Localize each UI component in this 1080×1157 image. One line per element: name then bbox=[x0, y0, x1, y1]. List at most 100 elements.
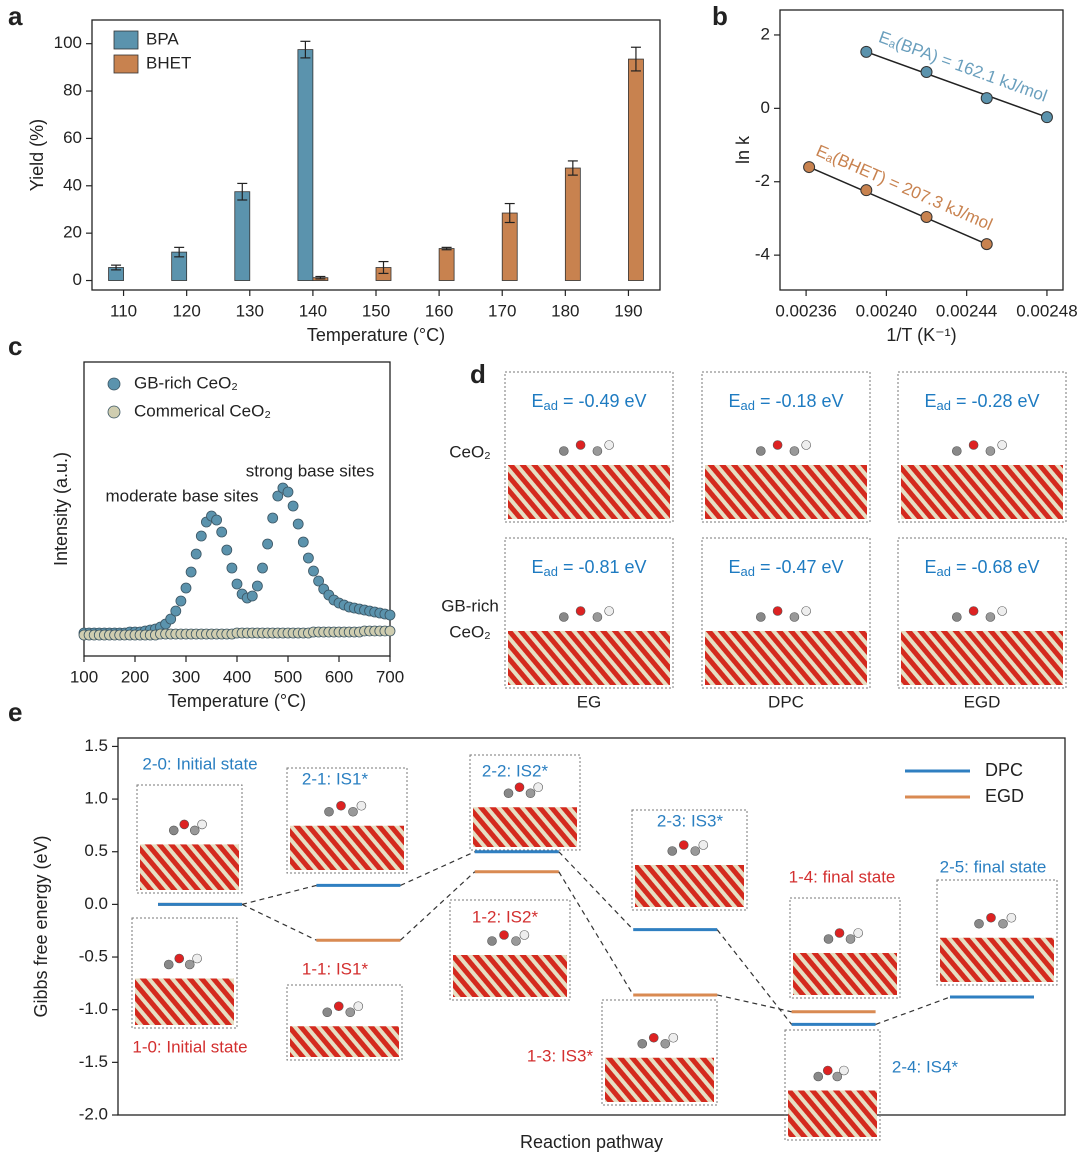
cell-box bbox=[469, 754, 581, 851]
point bbox=[231, 578, 243, 590]
x-tick-label: 170 bbox=[488, 301, 516, 320]
atom bbox=[690, 846, 701, 856]
cell-box bbox=[789, 897, 901, 999]
point bbox=[920, 66, 933, 79]
structure-image bbox=[449, 899, 571, 1001]
slab bbox=[793, 953, 897, 995]
atom bbox=[592, 446, 603, 456]
atom bbox=[823, 934, 834, 944]
legend-swatch bbox=[113, 30, 139, 50]
y-tick-label: 20 bbox=[63, 223, 82, 242]
atom bbox=[985, 612, 996, 622]
bar bbox=[297, 49, 314, 281]
state-label: 1-3: IS3* bbox=[527, 1046, 594, 1065]
x-tick-label: 200 bbox=[121, 667, 149, 686]
connector bbox=[875, 996, 951, 1025]
point bbox=[920, 210, 933, 223]
state-label: 2-5: final state bbox=[940, 857, 1047, 876]
atom bbox=[519, 930, 530, 940]
state-label: 1-1: IS1* bbox=[302, 959, 369, 978]
y-axis-title: ln k bbox=[733, 135, 753, 164]
adsorption-energy: Ead = -0.28 eV bbox=[925, 391, 1040, 414]
atom bbox=[998, 918, 1008, 929]
slab bbox=[290, 825, 404, 870]
state-label: 2-2: IS2* bbox=[482, 761, 549, 780]
atom bbox=[163, 959, 174, 970]
atom bbox=[853, 928, 864, 938]
column-label: EGD bbox=[964, 692, 1001, 711]
structure-image bbox=[286, 767, 408, 874]
atom bbox=[575, 606, 586, 616]
adsorption-energy-part: = -0.81 eV bbox=[558, 557, 647, 577]
structure-image bbox=[897, 537, 1067, 689]
x-tick-label: 0.00248 bbox=[1016, 301, 1077, 320]
atom bbox=[660, 1038, 671, 1049]
y-tick-label: -1.5 bbox=[79, 1052, 108, 1071]
x-tick-label: 160 bbox=[425, 301, 453, 320]
y-tick-label: 80 bbox=[63, 81, 82, 100]
panel-label: e bbox=[8, 697, 22, 727]
structure-image bbox=[936, 879, 1058, 986]
atom bbox=[184, 959, 195, 970]
slab bbox=[508, 631, 670, 685]
atom bbox=[348, 806, 358, 817]
point bbox=[216, 526, 228, 538]
x-axis-title: 1/T (K⁻¹) bbox=[886, 325, 956, 345]
adsorption-energy-part: ad bbox=[937, 564, 951, 579]
row-label: CeO₂ bbox=[449, 622, 491, 641]
adsorption-energy: Ead = -0.49 eV bbox=[532, 391, 647, 414]
point bbox=[190, 548, 202, 560]
slab bbox=[135, 978, 234, 1025]
atom bbox=[487, 936, 497, 946]
adsorption-energy-part: ad bbox=[741, 398, 755, 413]
structure-image bbox=[504, 537, 674, 689]
atom bbox=[514, 782, 525, 793]
row-label: CeO₂ bbox=[449, 442, 491, 461]
point bbox=[860, 184, 873, 197]
x-tick-label: 0.00236 bbox=[775, 301, 836, 320]
fit-line bbox=[866, 51, 1048, 118]
adsorption-energy-part: = -0.47 eV bbox=[755, 557, 844, 577]
atom bbox=[834, 928, 845, 938]
y-tick-label: 0.5 bbox=[84, 841, 108, 860]
adsorption-energy: Ead = -0.47 eV bbox=[729, 557, 844, 580]
atom bbox=[997, 440, 1007, 450]
atom bbox=[755, 612, 766, 622]
legend-marker bbox=[107, 377, 121, 391]
structure-image bbox=[701, 537, 871, 689]
atom bbox=[951, 612, 962, 622]
structure-image bbox=[701, 371, 871, 523]
atom bbox=[667, 846, 678, 856]
adsorption-energy-part: E bbox=[925, 391, 937, 411]
atom bbox=[499, 930, 509, 940]
x-tick-label: 190 bbox=[614, 301, 642, 320]
y-tick-label: 1.0 bbox=[84, 789, 108, 808]
y-tick-label: 1.5 bbox=[84, 736, 108, 755]
point bbox=[384, 609, 396, 621]
point bbox=[175, 595, 187, 607]
atom bbox=[772, 440, 783, 450]
adsorption-energy: Ead = -0.18 eV bbox=[729, 391, 844, 414]
state-label: 1-2: IS2* bbox=[472, 907, 539, 926]
y-tick-label: -2 bbox=[755, 171, 770, 190]
legend-swatch bbox=[113, 54, 139, 74]
state-label: 2-1: IS1* bbox=[302, 769, 369, 788]
cell-box bbox=[631, 809, 748, 911]
structure-image bbox=[469, 754, 581, 851]
point bbox=[267, 512, 279, 524]
state-label: 2-0: Initial state bbox=[142, 754, 257, 773]
x-tick-label: 120 bbox=[172, 301, 200, 320]
cell-box bbox=[701, 537, 871, 689]
row-label: GB-rich bbox=[441, 596, 499, 615]
point bbox=[251, 580, 263, 592]
cell-box bbox=[701, 371, 871, 523]
slab bbox=[901, 465, 1063, 519]
atom bbox=[698, 840, 709, 850]
slab bbox=[635, 865, 744, 907]
slab bbox=[788, 1090, 877, 1137]
slab bbox=[473, 807, 577, 847]
connector bbox=[241, 903, 317, 941]
x-tick-label: 100 bbox=[70, 667, 98, 686]
point bbox=[302, 552, 314, 564]
atom bbox=[813, 1071, 824, 1082]
